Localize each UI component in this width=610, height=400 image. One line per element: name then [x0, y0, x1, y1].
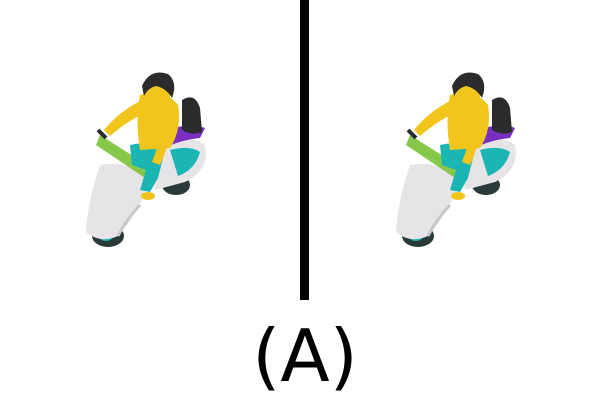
left-image-panel [0, 0, 300, 300]
center-divider [300, 0, 309, 300]
right-image-panel [310, 0, 610, 300]
caption-label: (A) [252, 314, 358, 398]
scooter-rider-icon [396, 72, 516, 247]
scooter-rider-icon [86, 72, 206, 247]
